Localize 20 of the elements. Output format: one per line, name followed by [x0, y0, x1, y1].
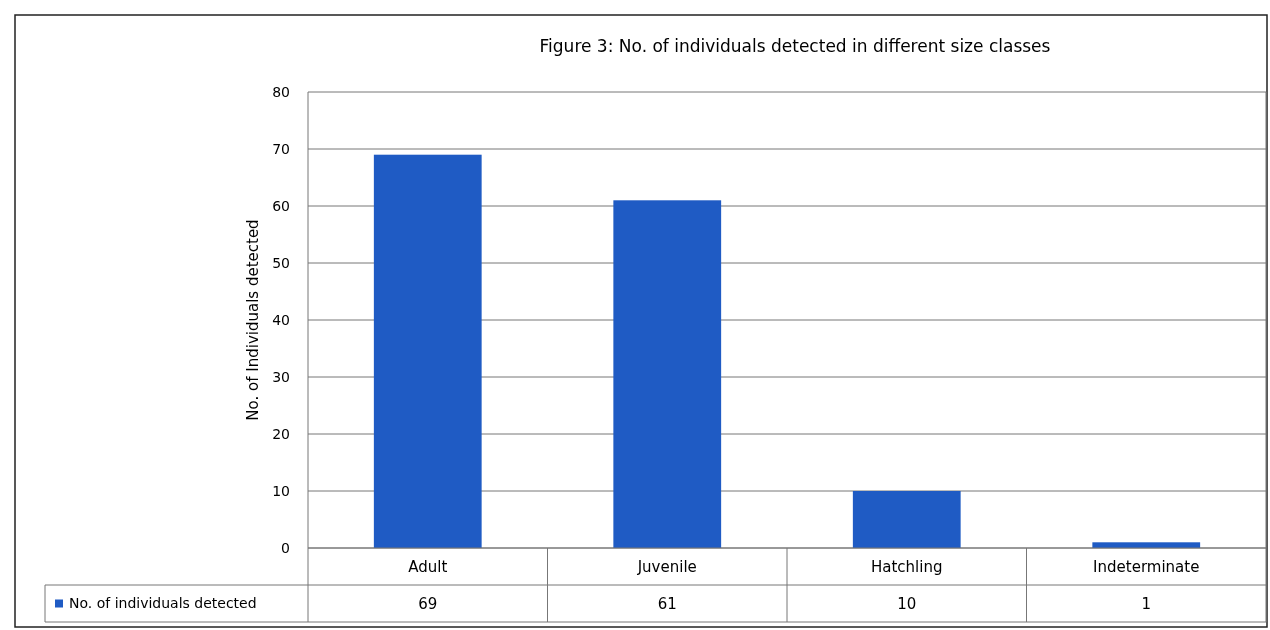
y-tick-label: 20: [272, 425, 290, 442]
y-axis-title: No. of Individuals detected: [244, 219, 262, 421]
x-tick-label: Juvenile: [636, 557, 697, 576]
data-label: 10: [897, 594, 917, 613]
y-tick-label: 50: [272, 254, 290, 271]
x-tick-label: Hatchling: [871, 557, 943, 576]
chart-title: Figure 3: No. of individuals detected in different size classes: [539, 36, 1051, 56]
y-tick-label: 80: [272, 83, 290, 100]
y-tick-label: 70: [272, 140, 290, 157]
data-label: 61: [657, 594, 677, 613]
y-tick-label: 40: [272, 311, 290, 328]
data-label: 1: [1141, 594, 1152, 613]
legend-label: No. of individuals detected: [69, 595, 257, 612]
y-tick-label: 30: [272, 368, 290, 385]
data-label: 69: [418, 594, 438, 613]
x-tick-label: Adult: [408, 557, 448, 576]
y-tick-label: 60: [272, 197, 290, 214]
y-tick-label: 0: [281, 539, 290, 556]
y-tick-label: 10: [272, 482, 290, 499]
x-tick-label: Indeterminate: [1093, 557, 1200, 576]
